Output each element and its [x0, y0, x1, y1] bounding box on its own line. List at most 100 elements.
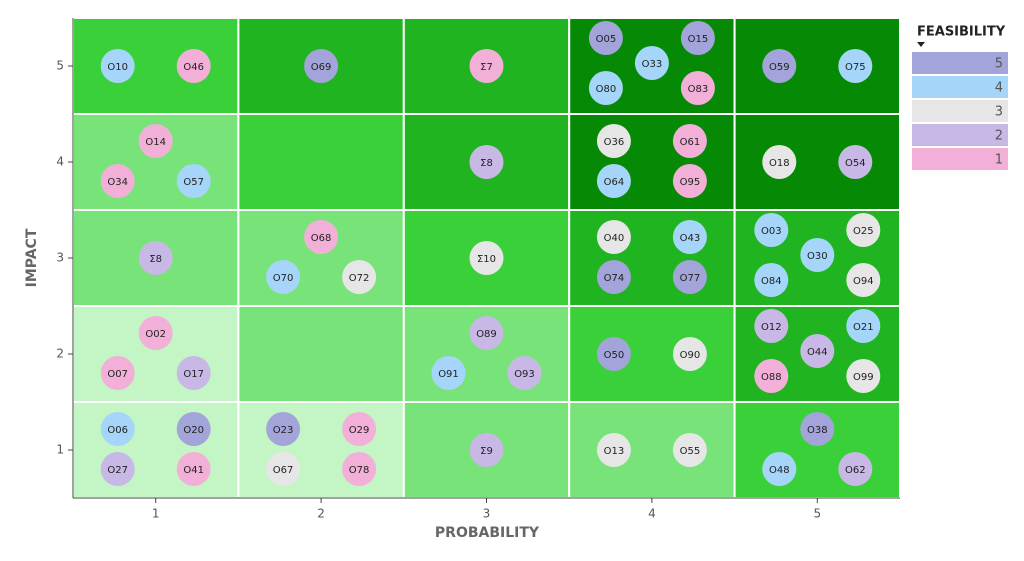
risk-label: O10 [107, 62, 128, 73]
risk-bubble [176, 356, 211, 390]
risk-bubble [672, 337, 707, 371]
risk-label: O12 [761, 322, 782, 333]
risk-bubble [672, 433, 707, 467]
risk-bubble [846, 309, 881, 343]
risk-bubble [469, 49, 504, 83]
legend-label: 2 [995, 129, 1003, 144]
risk-label: Σ8 [480, 158, 493, 169]
risk-label: Σ9 [480, 446, 493, 457]
risk-bubble [469, 316, 504, 350]
y-tick-label: 5 [56, 59, 64, 73]
risk-label: O02 [145, 329, 166, 340]
x-tick-label: 1 [152, 507, 160, 521]
legend-label: 1 [995, 153, 1003, 168]
risk-bubble [838, 452, 873, 486]
risk-label: O25 [853, 226, 874, 237]
risk-bubble [176, 452, 211, 486]
risk-label: O27 [107, 465, 128, 476]
risk-bubble [754, 309, 789, 343]
risk-label: O50 [604, 350, 625, 361]
risk-label: O72 [349, 273, 370, 284]
risk-label: Σ7 [480, 62, 493, 73]
risk-label: O40 [604, 233, 625, 244]
risk-bubble [138, 316, 173, 350]
risk-label: O67 [273, 465, 294, 476]
risk-label: O62 [845, 465, 866, 476]
risk-bubble [800, 412, 835, 446]
risk-label: O18 [769, 158, 790, 169]
risk-bubble [431, 356, 466, 390]
risk-bubble [304, 220, 339, 254]
risk-label: O99 [853, 372, 874, 383]
matrix-cell [402, 209, 571, 307]
risk-label: O17 [183, 369, 204, 380]
risk-label: O78 [349, 465, 370, 476]
risk-label: O55 [680, 446, 701, 457]
risk-bubble [596, 433, 631, 467]
risk-bubble [596, 124, 631, 158]
risk-label: O94 [853, 276, 874, 287]
legend-title: FEASIBILITY [917, 25, 1006, 40]
risk-bubble [469, 433, 504, 467]
risk-bubble [100, 412, 135, 446]
y-tick-label: 4 [56, 155, 64, 169]
x-axis-title: PROBABILITY [435, 525, 540, 541]
risk-label: O88 [761, 372, 782, 383]
risk-bubble [838, 145, 873, 179]
risk-label: O05 [596, 34, 617, 45]
risk-bubble [672, 220, 707, 254]
matrix-cell [733, 113, 901, 211]
legend-swatch [912, 124, 1008, 146]
x-tick-label: 3 [483, 507, 491, 521]
risk-label: O57 [183, 177, 204, 188]
matrix-cell [733, 17, 901, 115]
legend-sort-icon [917, 42, 925, 47]
risk-bubble [507, 356, 542, 390]
risk-label: O21 [853, 322, 874, 333]
risk-bubble [596, 164, 631, 198]
y-tick-label: 2 [56, 347, 64, 361]
risk-label: O83 [688, 84, 709, 95]
risk-bubble [138, 124, 173, 158]
risk-bubble [469, 145, 504, 179]
risk-label: O03 [761, 226, 782, 237]
risk-bubble [100, 49, 135, 83]
risk-label: O48 [769, 465, 790, 476]
matrix-cell [72, 17, 240, 115]
risk-label: O30 [807, 251, 828, 262]
risk-label: O46 [183, 62, 204, 73]
risk-bubble [762, 452, 797, 486]
risk-label: O59 [769, 62, 790, 73]
risk-label: O29 [349, 425, 370, 436]
risk-label: O44 [807, 347, 828, 358]
y-tick-label: 1 [56, 443, 64, 457]
risk-label: O90 [680, 350, 701, 361]
y-tick-label: 3 [56, 251, 64, 265]
legend-label: 4 [995, 81, 1003, 96]
risk-label: O68 [311, 233, 332, 244]
risk-bubble [672, 260, 707, 294]
x-tick-label: 4 [648, 507, 656, 521]
risk-label: O43 [680, 233, 701, 244]
matrix-cell [237, 305, 405, 403]
risk-label: O20 [183, 425, 204, 436]
legend-label: 3 [995, 105, 1003, 120]
legend-swatch [912, 52, 1008, 74]
risk-bubble [754, 213, 789, 247]
risk-bubble [138, 241, 173, 275]
risk-bubble [596, 220, 631, 254]
risk-bubble [800, 238, 835, 272]
risk-label: O95 [680, 177, 701, 188]
risk-label: O33 [642, 59, 663, 70]
risk-bubble [838, 49, 873, 83]
risk-label: Σ8 [149, 254, 162, 265]
risk-label: O15 [688, 34, 709, 45]
risk-bubble [100, 164, 135, 198]
risk-bubble [342, 452, 377, 486]
risk-bubble [266, 452, 301, 486]
matrix-cell [568, 305, 736, 403]
legend-label: 5 [995, 57, 1003, 72]
risk-bubble [672, 124, 707, 158]
legend-swatch [912, 100, 1008, 122]
